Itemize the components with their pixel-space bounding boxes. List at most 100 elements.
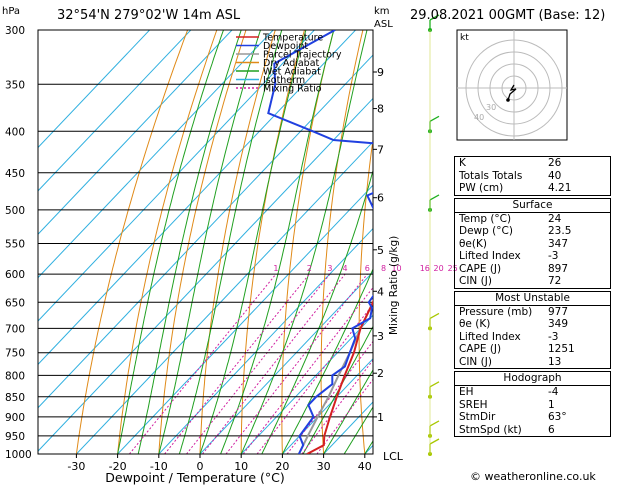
index-value: -4 (548, 386, 559, 398)
index-row: θe(K) 347 (455, 238, 610, 251)
wet-adiabat-line (343, 406, 373, 454)
km-tick-label: 4 (377, 285, 384, 298)
index-row: StmSpd (kt) 6 (455, 424, 610, 437)
isotherm-line (38, 30, 192, 192)
index-label: θe (K) (459, 318, 491, 330)
mixing-ratio-label: 4 (343, 264, 348, 273)
pressure-tick-label: 450 (5, 168, 25, 180)
legend-label: Mixing Ratio (263, 84, 322, 95)
index-row: StmDir 63° (455, 411, 610, 424)
index-value: 977 (548, 305, 569, 318)
dry-adiabat-line (158, 30, 247, 454)
dewpoint-line (267, 30, 373, 454)
index-row: CAPE (J) 1251 (455, 343, 610, 356)
indices-most-unstable: Most Unstable Pressure (mb) 977 θe (K) 349 L… (454, 290, 611, 369)
index-value: 24 (548, 212, 562, 225)
index-value: 347 (548, 237, 569, 250)
dry-adiabat-line (396, 18, 424, 454)
isotherm-line (75, 141, 373, 454)
pressure-tick-label: 900 (5, 412, 25, 424)
index-row: Lifted Index -3 (455, 331, 610, 344)
location-label: 32°54'N 279°02'W 14m ASL (57, 8, 241, 23)
dry-adiabat-line (626, 18, 629, 454)
index-row: Dewp (°C) 23.5 (455, 225, 610, 238)
isotherm-line (38, 97, 373, 452)
isotherm-line (38, 30, 233, 235)
legend-label: Dry Adiabat (263, 58, 320, 69)
x-tick-label: -20 (109, 460, 127, 473)
isotherm-line (158, 227, 373, 454)
mixing-ratio-line (225, 273, 368, 454)
x-tick-label: 20 (275, 460, 289, 473)
index-row: Pressure (mb) 977 (455, 306, 610, 319)
index-label: CAPE (J) (459, 262, 502, 275)
isotherm-line (240, 314, 373, 454)
indices-table: K 26 Totals Totals 40 PW (cm) 4.21 Surface Te… (454, 156, 611, 439)
isotherm-line (38, 54, 373, 409)
mixing-ratio-label: 2 (307, 264, 312, 273)
pressure-tick-label: 400 (5, 126, 25, 138)
x-tick-label: -30 (67, 460, 85, 473)
dry-adiabat-line (432, 18, 453, 454)
isotherm-line (199, 271, 373, 454)
legend-label: Parcel Trajectory (263, 50, 342, 61)
wind-barb-flag (429, 312, 440, 319)
mixing-ratio-label: 20 (434, 264, 444, 273)
pressure-tick-label: 750 (5, 348, 25, 360)
pressure-tick-label: 700 (5, 323, 25, 335)
mixing-ratio-label: 3 (327, 264, 332, 273)
pressure-tick-label: 350 (5, 79, 25, 91)
lcl-label: LCL (383, 450, 404, 463)
wet-adiabat-line (302, 325, 373, 454)
index-label: Totals Totals (459, 169, 523, 182)
index-row: Temp (°C) 24 (455, 213, 610, 226)
pressure-tick-label: 300 (5, 25, 25, 37)
hodograph-ring-label: 30 (486, 103, 496, 112)
pressure-tick-label: 650 (5, 297, 25, 309)
wind-barb-flag (429, 194, 440, 201)
index-label: K (459, 157, 466, 169)
pressure-tick-label: 550 (5, 238, 25, 250)
wet-adiabat-line (281, 267, 373, 454)
mixing-ratio-label: 8 (381, 264, 386, 273)
mixing-ratio-label: 10 (391, 264, 401, 273)
index-label: Temp (°C) (459, 212, 512, 225)
header-date: 29.08.2021 00GMT (Base: 12) (410, 8, 606, 23)
mixing-ratio-label: 6 (365, 264, 370, 273)
hpa-unit-label: hPa (2, 6, 20, 17)
index-label: StmSpd (kt) (459, 423, 522, 436)
index-value: 72 (548, 275, 562, 287)
mixing-ratio-line (286, 340, 373, 454)
index-row: SREH 1 (455, 399, 610, 412)
pressure-tick-label: 600 (5, 269, 25, 281)
unstable-title: Most Unstable (455, 292, 610, 306)
dry-adiabat-line (281, 30, 335, 454)
km-tick-label: 2 (377, 367, 384, 380)
hodograph-ring-label: 40 (474, 113, 484, 122)
index-row: CIN (J) 13 (455, 356, 610, 369)
isotherm-line (281, 357, 373, 454)
index-value: 349 (548, 318, 569, 330)
index-row: CAPE (J) 897 (455, 263, 610, 276)
wet-adiabat-line (137, 30, 242, 454)
wet-adiabat-line (158, 30, 262, 454)
index-label: CIN (J) (459, 355, 492, 368)
wet-adiabat-line (117, 30, 225, 454)
km-tick-label: 6 (377, 192, 384, 205)
legend-label: Dewpoint (263, 41, 308, 52)
wind-barb-flag (429, 420, 440, 427)
indices-surface: Surface Temp (°C) 24 Dewp (°C) 23.5 θe(K) 347… (454, 197, 611, 289)
mixing-ratio-label: 25 (448, 264, 458, 273)
km-tick-label: 8 (377, 103, 384, 116)
mixing-ratio-line (202, 273, 346, 454)
dry-adiabat-line (75, 30, 189, 454)
pressure-tick-label: 800 (5, 370, 25, 382)
wind-barb-flag (429, 115, 440, 122)
pressure-tick-label: 950 (5, 431, 25, 443)
x-tick-label: 40 (358, 460, 372, 473)
hodograph-unit-label: kt (460, 33, 469, 43)
index-row: θe (K) 349 (455, 318, 610, 331)
wet-adiabat-line (261, 168, 373, 454)
index-label: PW (cm) (459, 182, 504, 194)
